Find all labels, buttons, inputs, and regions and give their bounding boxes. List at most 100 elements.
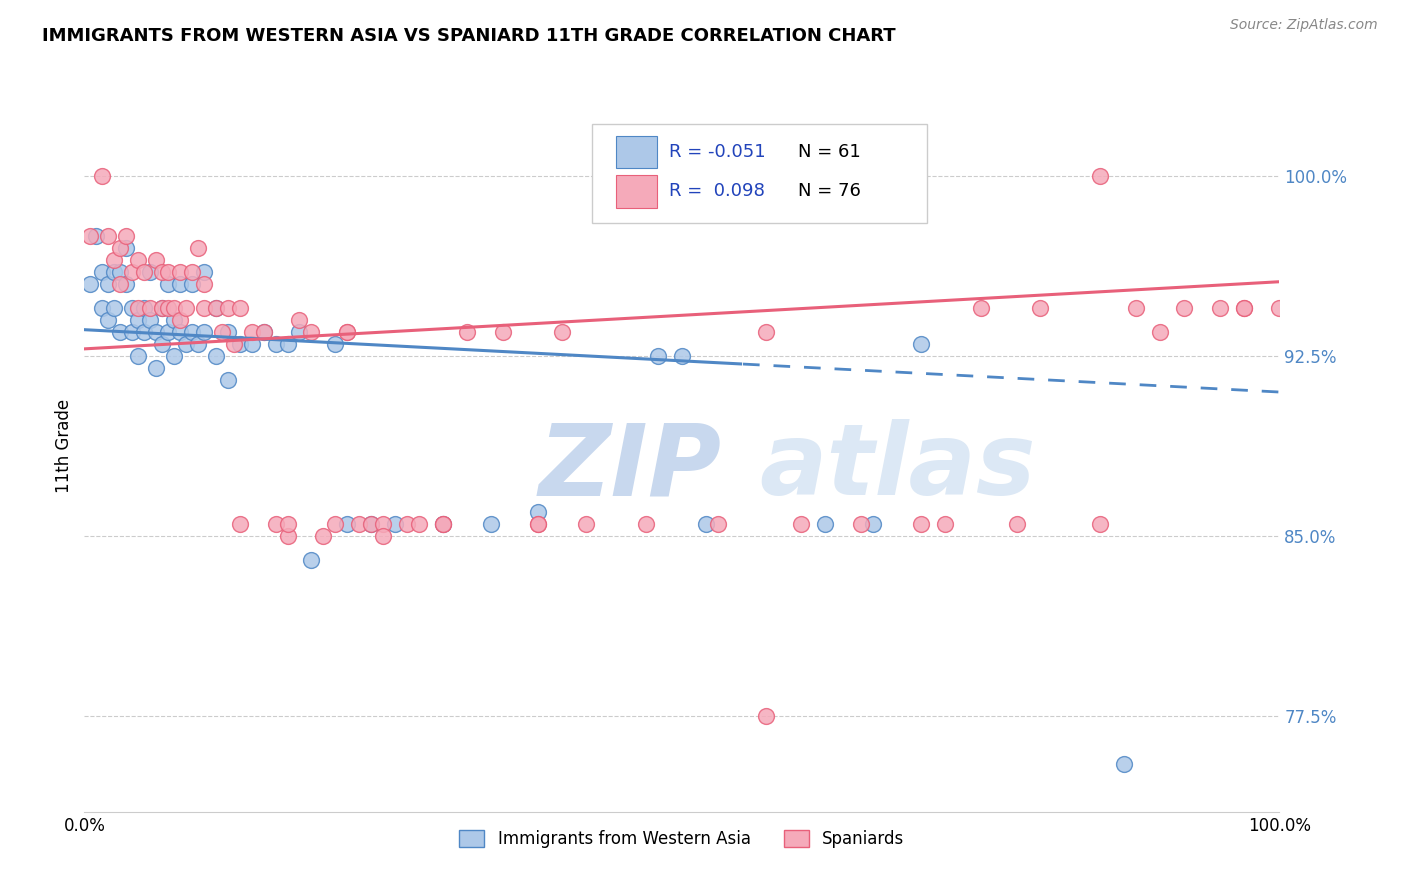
Point [86, 229, 108, 244]
Point [132, 301, 156, 315]
Point [527, 516, 550, 531]
Point [1233, 301, 1256, 315]
Point [910, 337, 932, 351]
Point [636, 516, 658, 531]
Point [193, 277, 215, 292]
Point [790, 516, 813, 531]
Point [288, 313, 311, 327]
Point [115, 229, 138, 244]
Point [373, 529, 395, 543]
Point [301, 325, 323, 339]
Point [139, 301, 162, 315]
Text: atlas: atlas [759, 419, 1036, 516]
Point [169, 325, 191, 339]
Point [150, 301, 173, 315]
Point [193, 301, 215, 315]
Point [110, 277, 132, 292]
Point [288, 325, 311, 339]
Point [695, 516, 717, 531]
Point [205, 349, 228, 363]
Point [157, 301, 180, 315]
Point [408, 516, 430, 531]
Point [1090, 516, 1112, 531]
Point [527, 505, 550, 519]
Point [163, 313, 186, 327]
Point [336, 325, 359, 339]
Point [222, 337, 245, 351]
Point [163, 301, 186, 315]
Point [970, 301, 993, 315]
Point [145, 325, 167, 339]
Point [240, 337, 263, 351]
Point [217, 373, 239, 387]
Point [97, 277, 120, 292]
Point [205, 301, 228, 315]
Point [253, 325, 276, 339]
Point [127, 301, 149, 315]
Point [91, 169, 114, 184]
Point [1125, 301, 1147, 315]
Point [360, 516, 382, 531]
Point [217, 325, 239, 339]
Point [193, 325, 215, 339]
Point [169, 277, 191, 292]
Point [755, 708, 778, 723]
Point [312, 529, 335, 543]
Point [157, 265, 180, 279]
Point [325, 337, 347, 351]
Point [91, 265, 114, 279]
Point [127, 253, 149, 268]
FancyBboxPatch shape [616, 176, 657, 208]
Text: N = 61: N = 61 [797, 143, 860, 161]
Point [1149, 325, 1171, 339]
Point [211, 325, 233, 339]
Point [1209, 301, 1232, 315]
Point [707, 516, 730, 531]
Point [479, 516, 502, 531]
Point [187, 241, 209, 255]
Point [456, 325, 478, 339]
Point [110, 325, 132, 339]
Text: N = 76: N = 76 [797, 183, 860, 201]
Text: R =  0.098: R = 0.098 [669, 183, 765, 201]
Point [396, 516, 419, 531]
Point [551, 325, 574, 339]
Point [432, 516, 454, 531]
Point [1114, 756, 1136, 771]
Point [121, 301, 143, 315]
Point [910, 516, 932, 531]
Point [79, 277, 101, 292]
Point [336, 325, 359, 339]
Point [527, 516, 550, 531]
Point [755, 325, 778, 339]
Point [432, 516, 454, 531]
Point [110, 265, 132, 279]
Point [205, 301, 228, 315]
Point [127, 349, 149, 363]
Point [110, 241, 132, 255]
Point [229, 337, 252, 351]
FancyBboxPatch shape [592, 124, 927, 223]
Point [174, 337, 197, 351]
Point [187, 337, 209, 351]
Point [492, 325, 515, 339]
Point [277, 337, 299, 351]
Point [432, 516, 454, 531]
Point [1029, 301, 1052, 315]
Text: R = -0.051: R = -0.051 [669, 143, 765, 161]
Point [1268, 301, 1291, 315]
Text: Source: ZipAtlas.com: Source: ZipAtlas.com [1230, 18, 1378, 32]
Point [139, 313, 162, 327]
Point [103, 253, 125, 268]
Point [229, 301, 252, 315]
Point [1233, 301, 1256, 315]
Point [1005, 516, 1028, 531]
Point [97, 313, 120, 327]
Point [253, 325, 276, 339]
Point [240, 325, 263, 339]
Point [1090, 169, 1112, 184]
Point [103, 265, 125, 279]
Point [349, 516, 371, 531]
Point [851, 516, 873, 531]
Point [91, 301, 114, 315]
